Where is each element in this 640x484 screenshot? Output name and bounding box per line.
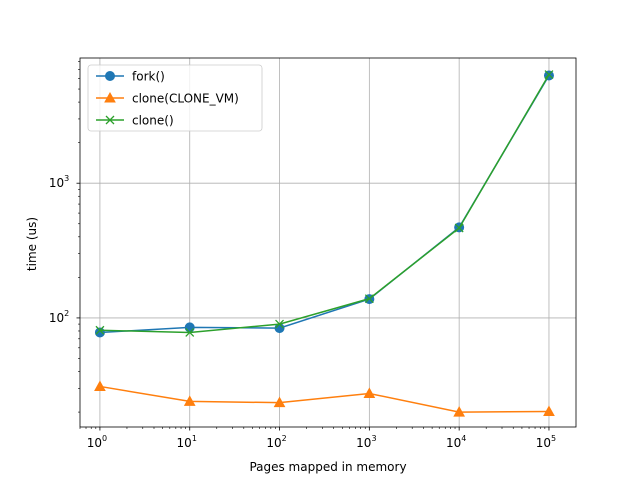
data-point bbox=[543, 405, 555, 417]
tick-labels: 100 101 102 103 104 105 102 103 bbox=[49, 174, 556, 450]
legend-label: fork() bbox=[132, 70, 165, 84]
x-axis-label: Pages mapped in memory bbox=[249, 460, 406, 474]
legend-item: clone() bbox=[96, 114, 174, 128]
x-tick-label: 105 bbox=[536, 434, 556, 450]
legend-label: clone() bbox=[132, 114, 174, 128]
y-tick-label: 102 bbox=[49, 309, 69, 325]
x-tick-label: 101 bbox=[177, 434, 197, 450]
series-line bbox=[99, 385, 549, 413]
plot-frame bbox=[79, 57, 577, 428]
x-tick-label: 103 bbox=[356, 434, 376, 450]
axes bbox=[76, 57, 577, 431]
data-point bbox=[185, 328, 195, 337]
data-point bbox=[544, 70, 554, 80]
series-2 bbox=[95, 70, 554, 337]
legend-marker bbox=[105, 71, 115, 81]
legend-label: clone(CLONE_VM) bbox=[132, 92, 239, 106]
data-point bbox=[363, 387, 376, 398]
legend-item: clone(CLONE_VM) bbox=[96, 92, 239, 106]
legend-item: fork() bbox=[96, 70, 165, 84]
x-tick-label: 104 bbox=[446, 434, 466, 450]
y-axis-label: time (us) bbox=[25, 217, 39, 271]
data-point bbox=[95, 325, 105, 335]
legend-marker bbox=[104, 91, 116, 103]
data-point bbox=[453, 406, 466, 417]
series-group bbox=[94, 70, 555, 417]
data-point bbox=[454, 223, 464, 233]
data-point bbox=[273, 396, 286, 408]
data-point bbox=[364, 294, 374, 304]
legend-box bbox=[87, 64, 263, 132]
data-point bbox=[275, 319, 284, 329]
legend-marker bbox=[105, 115, 115, 125]
y-tick-label: 103 bbox=[49, 174, 69, 190]
data-point bbox=[94, 327, 105, 338]
data-point bbox=[183, 395, 196, 406]
data-point bbox=[94, 380, 106, 391]
legend: fork() clone(CLONE_VM) clone() bbox=[87, 64, 263, 132]
series-1 bbox=[94, 380, 555, 417]
x-tick-label: 102 bbox=[266, 434, 286, 450]
series-line bbox=[99, 74, 550, 334]
data-point bbox=[184, 322, 195, 333]
x-tick-label: 100 bbox=[87, 434, 107, 450]
